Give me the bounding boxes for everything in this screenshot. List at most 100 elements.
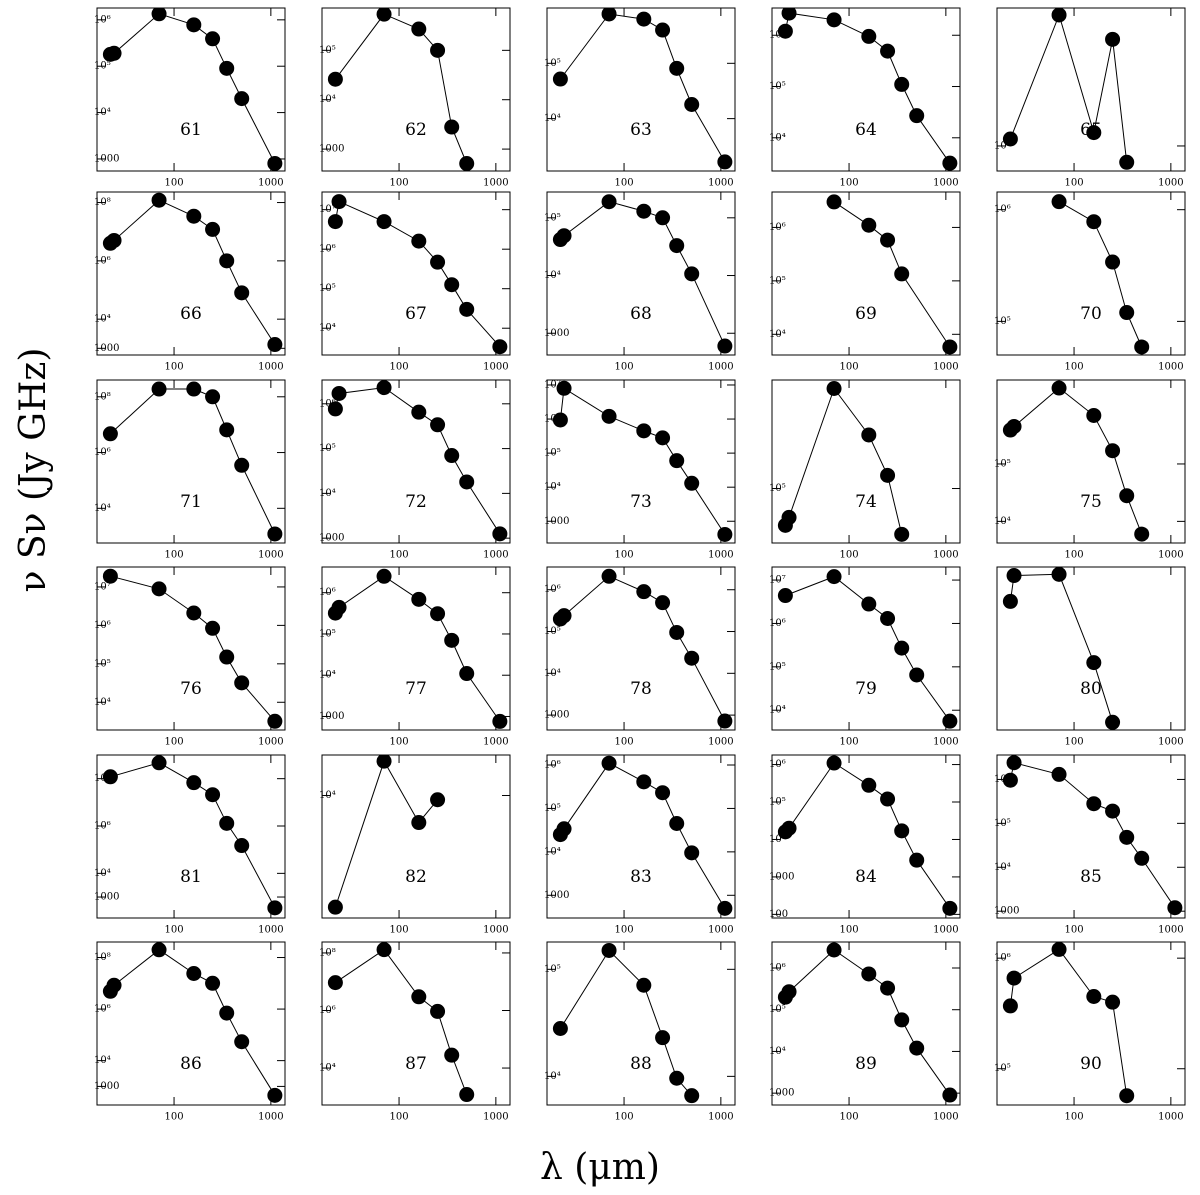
plot-area: [1002, 942, 1135, 1104]
data-point: [909, 1040, 925, 1056]
data-point: [205, 221, 221, 237]
y-tick-label: 1000: [544, 890, 569, 901]
data-point: [942, 339, 958, 355]
x-tick-label: 1000: [708, 550, 733, 561]
data-point: [106, 45, 122, 61]
y-tick-label: 10⁴: [319, 670, 336, 681]
data-point: [1105, 994, 1121, 1010]
y-tick-label: 1000: [319, 711, 344, 722]
x-tick-label: 1000: [483, 925, 508, 936]
data-point: [186, 208, 202, 224]
panel: 100 1000 10⁴ 10⁵ 75: [994, 379, 1186, 561]
y-tick-label: 10⁴: [994, 516, 1011, 527]
data-point: [601, 568, 617, 584]
plot-area: [327, 568, 508, 729]
panel-label: 78: [630, 679, 652, 699]
x-tick-label: 1000: [258, 1112, 283, 1123]
data-point: [267, 900, 283, 916]
y-tick-label: 1000: [94, 1081, 119, 1092]
x-tick-label: 100: [839, 737, 858, 748]
plot-area: [102, 8, 283, 171]
x-tick-label: 100: [839, 925, 858, 936]
panel-label: 70: [1080, 304, 1102, 324]
data-point: [636, 203, 652, 219]
data-point: [655, 595, 671, 611]
sed-line: [1009, 948, 1128, 1096]
data-point: [781, 984, 797, 1000]
data-point: [909, 667, 925, 683]
panel: 100 1000 10⁴ 82: [319, 754, 511, 936]
data-point: [1051, 194, 1067, 210]
data-point: [492, 713, 508, 729]
panel-label: 61: [180, 120, 202, 140]
panel-frame: [771, 941, 961, 1106]
data-point: [327, 975, 343, 991]
data-point: [1086, 989, 1102, 1005]
y-tick-label: 10⁵: [769, 275, 786, 286]
plot-area: [102, 755, 283, 916]
data-point: [777, 23, 793, 39]
data-point: [327, 899, 343, 915]
data-point: [331, 385, 347, 401]
data-point: [267, 337, 283, 353]
data-point: [376, 380, 392, 396]
y-tick-label: 10⁵: [544, 212, 561, 223]
data-point: [205, 31, 221, 47]
x-tick-label: 100: [614, 925, 633, 936]
y-tick-label: 1000: [769, 1088, 794, 1099]
y-tick-label: 10⁷: [319, 204, 336, 215]
panel: 100 1000 1000 10⁴ 10⁵ 10⁶ 77: [319, 566, 511, 748]
x-tick-label: 1000: [483, 737, 508, 748]
plot-area: [1051, 194, 1150, 355]
data-point: [894, 1012, 910, 1028]
y-tick-label: 10⁷: [94, 581, 111, 592]
panel: 100 1000 10⁵ 10⁶ 90: [994, 941, 1186, 1123]
panel: 100 1000 80: [996, 566, 1186, 748]
panel-frame: [546, 379, 736, 544]
x-tick-label: 1000: [258, 362, 283, 373]
y-tick-label: 10⁴: [994, 862, 1011, 873]
data-point: [267, 713, 283, 729]
data-point: [601, 8, 617, 22]
panel-frame: [996, 191, 1186, 356]
panel: 100 1000 10⁵ 74: [769, 379, 961, 561]
data-point: [556, 608, 572, 624]
panel-label: 62: [405, 120, 427, 140]
y-tick-label: 10⁶: [319, 398, 336, 409]
data-point: [327, 214, 343, 230]
y-tick-label: 10⁵: [994, 458, 1011, 469]
data-point: [234, 91, 250, 107]
y-tick-label: 10⁵: [94, 61, 111, 72]
data-point: [151, 381, 167, 397]
data-point: [894, 823, 910, 839]
panel-frame: [321, 754, 511, 919]
data-point: [102, 426, 118, 442]
y-tick-label: 10⁶: [319, 1005, 336, 1016]
data-point: [636, 584, 652, 600]
x-tick-label: 100: [1064, 737, 1083, 748]
y-tick-label: 10⁵: [94, 658, 111, 669]
y-tick-label: 10⁵: [544, 58, 561, 69]
x-tick-label: 1000: [933, 925, 958, 936]
y-tick-label: 10⁵: [769, 797, 786, 808]
data-point: [636, 11, 652, 27]
data-point: [684, 475, 700, 491]
y-tick-label: 10⁴: [544, 1071, 561, 1082]
data-point: [327, 71, 343, 87]
data-point: [601, 194, 617, 210]
panel-label: 74: [855, 492, 877, 512]
y-tick-label: 10⁴: [94, 503, 111, 514]
data-point: [1119, 305, 1135, 321]
x-tick-label: 100: [164, 550, 183, 561]
panel: 100 1000 1000 10⁴ 10⁵ 10⁶ 89: [769, 941, 961, 1123]
data-point: [186, 605, 202, 621]
data-point: [1006, 755, 1022, 771]
data-point: [861, 427, 877, 443]
panel: 100 1000 1000 10⁴ 10⁵ 10⁶ 85: [994, 754, 1186, 936]
data-point: [376, 214, 392, 230]
data-point: [826, 569, 842, 585]
panel: 100 1000 10⁴ 10⁵ 10⁶ 69: [769, 191, 961, 373]
data-point: [1051, 766, 1067, 782]
data-point: [601, 755, 617, 771]
data-point: [411, 233, 427, 249]
